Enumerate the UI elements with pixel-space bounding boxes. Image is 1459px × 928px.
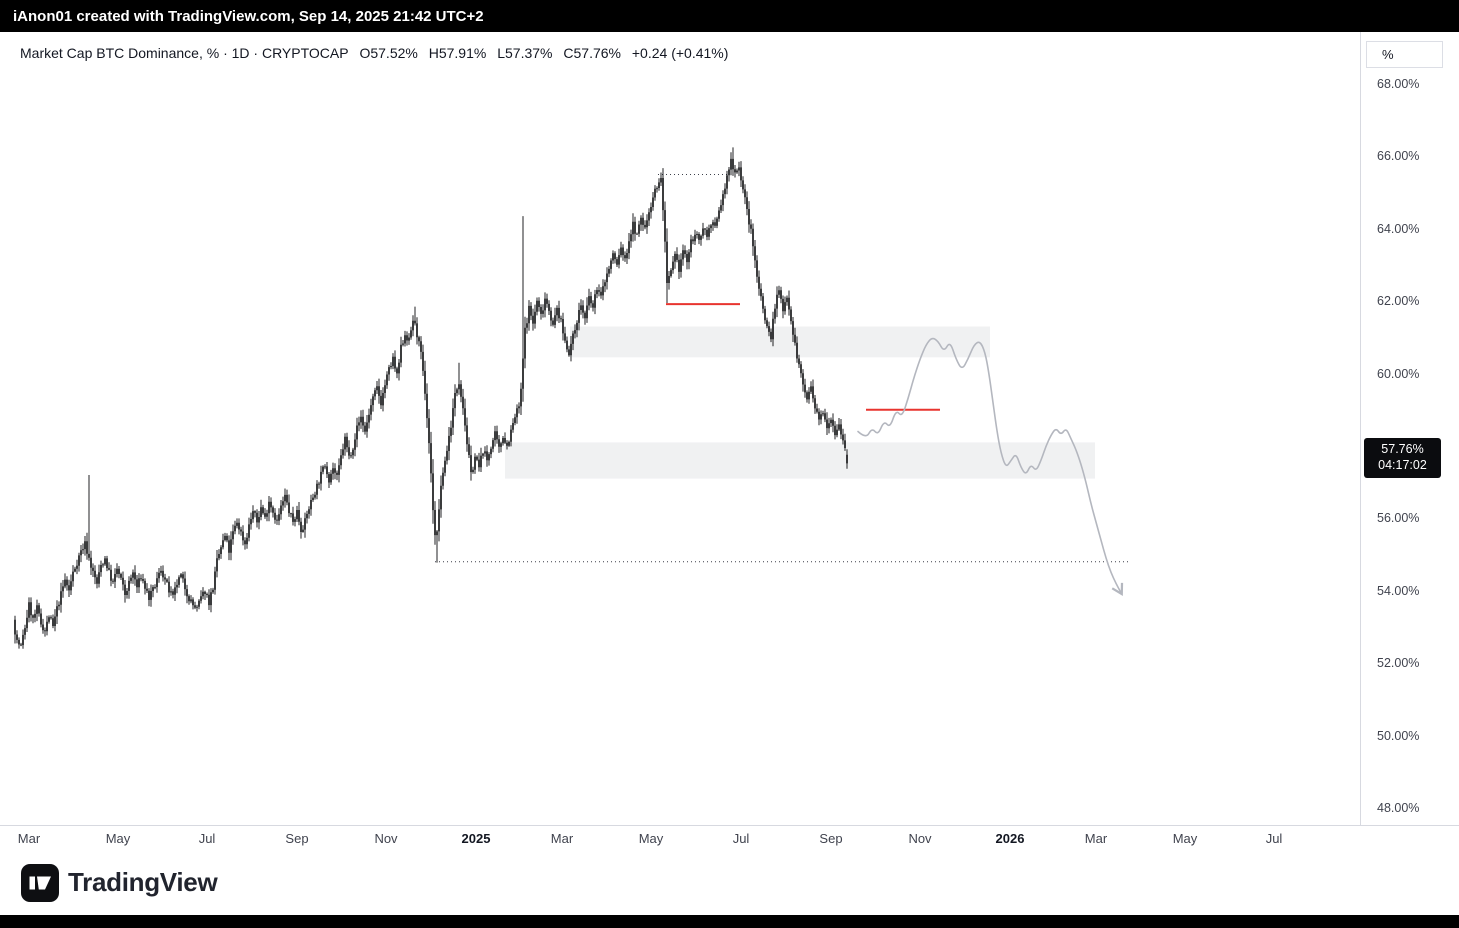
chart-area[interactable]: Market Cap BTC Dominance, % · 1D · CRYPT… (0, 32, 1459, 850)
price-axis-label: 64.00% (1377, 221, 1420, 236)
time-axis-label: May (638, 831, 664, 846)
price-axis-label: 66.00% (1377, 149, 1420, 164)
projection-drawing[interactable] (857, 337, 1124, 596)
bottom-border (0, 915, 1459, 928)
ohlc-high: H57.91% (428, 45, 487, 61)
tradingview-logo-icon[interactable] (21, 863, 59, 902)
time-axis-label: May (1172, 831, 1198, 846)
ohlc-open: O57.52% (359, 45, 418, 61)
time-axis-label: Sep (819, 831, 843, 846)
candle-bodies (14, 158, 848, 646)
price-axis-label: 50.00% (1377, 728, 1420, 743)
zone-rectangle[interactable] (505, 442, 1095, 479)
time-axis-label: Jul (732, 831, 750, 846)
last-price-value: 57.76% (1381, 441, 1424, 456)
time-axis-label: Sep (285, 831, 309, 846)
price-axis-label: 68.00% (1377, 77, 1420, 91)
ohlc-close: C57.76% (563, 45, 621, 61)
candle-wicks (14, 147, 848, 649)
zone-rectangle[interactable] (570, 326, 990, 358)
unit-label: % (1382, 47, 1394, 62)
ohlc-low: L57.37% (497, 45, 553, 61)
time-axis-label: Nov (908, 831, 932, 846)
candlestick-chart[interactable] (0, 32, 1459, 850)
price-axis-label: 60.00% (1377, 366, 1420, 381)
symbol-header: Market Cap BTC Dominance, % · 1D · CRYPT… (20, 45, 735, 61)
last-price-badge: 57.76% 04:17:02 (1364, 437, 1441, 478)
time-axis-label: Mar (550, 831, 574, 846)
price-axis-label: 62.00% (1377, 294, 1420, 309)
time-axis-label: Jul (198, 831, 216, 846)
time-axis-label: Mar (1084, 831, 1108, 846)
time-axis-label: 2026 (995, 831, 1025, 846)
ohlc-change: +0.24 (+0.41%) (631, 45, 729, 61)
time-axis-label: Jul (1265, 831, 1283, 846)
price-axis-unit-button[interactable]: % (1366, 41, 1443, 68)
price-axis-label: 52.00% (1377, 656, 1420, 671)
attribution-bar: iAnon01 created with TradingView.com, Se… (0, 0, 1459, 32)
bar-countdown: 04:17:02 (1378, 458, 1427, 473)
time-axis-label: May (105, 831, 131, 846)
price-axis-label: 56.00% (1377, 511, 1420, 526)
tradingview-wordmark[interactable]: TradingView (68, 867, 218, 897)
time-axis-label: Mar (17, 831, 41, 846)
attribution-text: iAnon01 created with TradingView.com, Se… (13, 7, 484, 25)
footer: TradingView (0, 850, 1459, 915)
price-axis-label: 54.00% (1377, 583, 1420, 598)
price-axis-label: 48.00% (1377, 801, 1420, 815)
symbol-title[interactable]: Market Cap BTC Dominance, % · 1D · CRYPT… (20, 45, 349, 61)
time-axis-label: Nov (374, 831, 398, 846)
time-axis-label: 2025 (461, 831, 491, 846)
